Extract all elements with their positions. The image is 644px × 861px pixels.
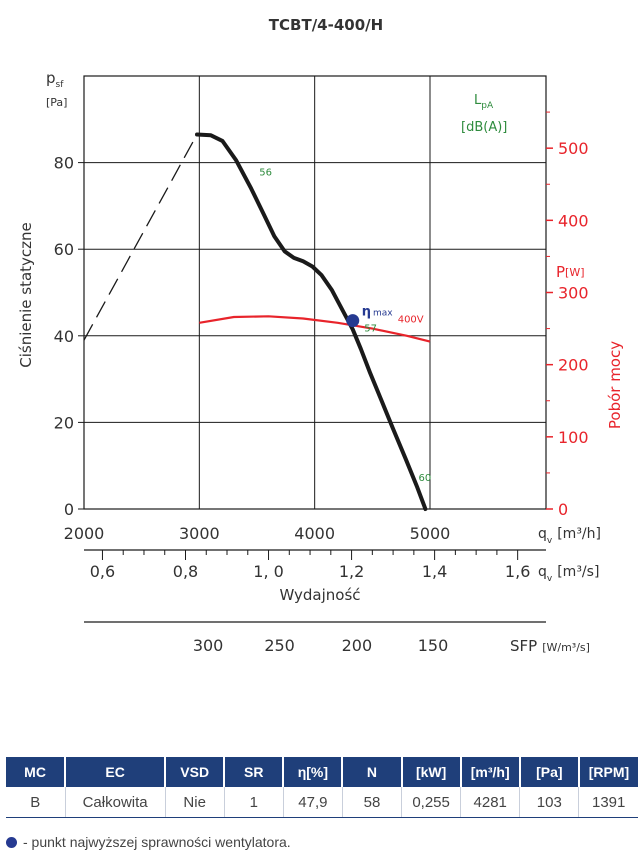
chart-title: TCBT/4-400/H <box>269 16 383 34</box>
y-axis-label: Ciśnienie statyczne <box>17 222 35 368</box>
x-tick-label-m3s: 0,6 <box>90 562 115 581</box>
power-axis-symbol: P[W] <box>556 263 585 281</box>
footnote-text: - punkt najwyższej sprawności wentylator… <box>23 834 291 850</box>
y-tick-label: 20 <box>54 413 74 432</box>
efficiency-label: η max <box>362 305 394 320</box>
power-curve-400v <box>199 315 431 343</box>
footnote: - punkt najwyższej sprawności wentylator… <box>6 834 291 850</box>
x-tick-label-m3s: 0,8 <box>173 562 198 581</box>
sfp-tick-label: 300 <box>193 636 224 655</box>
cell-n: 58 <box>342 787 403 818</box>
sfp-tick-label: 250 <box>264 636 295 655</box>
x-axis-m3s-label: qv [m³/s] <box>538 564 599 584</box>
power-tick-label: 300 <box>558 284 589 303</box>
series-layer: 56 57 60 <box>83 132 431 511</box>
x-tick-label-m3s: 1,6 <box>505 562 530 581</box>
power-tick-label: 500 <box>558 139 589 158</box>
x-axis-m3s: 0,6 0,8 1, 0 1,2 1,4 1,6 <box>84 549 546 581</box>
x-tick-label-m3h: 4000 <box>294 524 335 543</box>
header-kw: [kW] <box>401 757 462 787</box>
header-sr: SR <box>224 757 285 787</box>
y-axis-unit: [Pa] <box>46 96 67 109</box>
header-rpm: [RPM] <box>578 757 638 787</box>
x-tick-label-m3h: 5000 <box>410 524 451 543</box>
efficiency-point-icon <box>6 836 17 848</box>
y-axis-symbol: psf <box>46 69 64 90</box>
header-flow: [m³/h] <box>460 757 521 787</box>
x-axis-m3h-label: qv [m³/h] <box>538 526 601 546</box>
stall-dashed-line <box>83 134 198 341</box>
x-tick-label-m3s: 1,4 <box>422 562 447 581</box>
pressure-curve <box>195 132 428 511</box>
gridlines <box>84 76 546 509</box>
efficiency-point <box>346 314 360 328</box>
spec-table-header-row: MC EC VSD SR η[%] N [kW] [m³/h] [Pa] [RP… <box>6 757 638 787</box>
header-vsd: VSD <box>165 757 226 787</box>
y-tick-label: 40 <box>54 327 74 346</box>
power-tick-label: 200 <box>558 356 589 375</box>
power-axis-label: Pobór mocy <box>606 341 624 429</box>
sfp-tick-label: 200 <box>342 636 373 655</box>
cell-flow: 4281 <box>460 787 521 818</box>
cell-kw: 0,255 <box>401 787 462 818</box>
power-tick-label: 100 <box>558 428 589 447</box>
y-axis-ticks: 0 20 40 60 80 <box>54 154 84 519</box>
noise-label: LpA <box>474 93 494 111</box>
power-axis: 0 100 200 300 400 500 <box>546 111 589 519</box>
cell-vsd: Nie <box>165 787 225 818</box>
header-n: N <box>342 757 403 787</box>
series-400v-label: 400V <box>398 315 424 326</box>
x-tick-label-m3h: 2000 <box>64 524 105 543</box>
power-tick-label: 0 <box>558 500 568 519</box>
header-efficiency: η[%] <box>283 757 344 787</box>
cell-pa: 103 <box>519 787 580 818</box>
x-axis-label: Wydajność <box>279 586 360 604</box>
noise-marker-label: 56 <box>259 168 272 179</box>
cell-ec: Całkowita <box>65 787 166 818</box>
sfp-label: SFP [W/m³/s] <box>510 637 590 655</box>
cell-rpm: 1391 <box>578 787 638 818</box>
spec-table-row: B Całkowita Nie 1 47,9 58 0,255 4281 103… <box>6 787 638 818</box>
noise-marker-label: 60 <box>418 473 431 484</box>
y-tick-label: 0 <box>64 500 74 519</box>
header-mc: MC <box>6 757 67 787</box>
cell-sr: 1 <box>224 787 284 818</box>
sfp-tick-label: 150 <box>418 636 449 655</box>
noise-marker-label: 57 <box>364 323 377 334</box>
x-tick-label-m3h: 3000 <box>179 524 220 543</box>
header-pa: [Pa] <box>519 757 580 787</box>
sfp-axis: 300 250 200 150 <box>84 621 546 655</box>
cell-mc: B <box>6 787 66 818</box>
x-tick-label-m3s: 1, 0 <box>253 562 284 581</box>
header-ec: EC <box>65 757 167 787</box>
x-axis-m3h: 2000 3000 4000 5000 <box>64 524 451 543</box>
spec-table: MC EC VSD SR η[%] N [kW] [m³/h] [Pa] [RP… <box>6 757 638 818</box>
noise-unit: [dB(A)] <box>461 120 507 135</box>
power-tick-label: 400 <box>558 211 589 230</box>
cell-efficiency: 47,9 <box>283 787 343 818</box>
y-tick-label: 80 <box>54 154 74 173</box>
x-tick-label-m3s: 1,2 <box>339 562 364 581</box>
y-tick-label: 60 <box>54 240 74 259</box>
